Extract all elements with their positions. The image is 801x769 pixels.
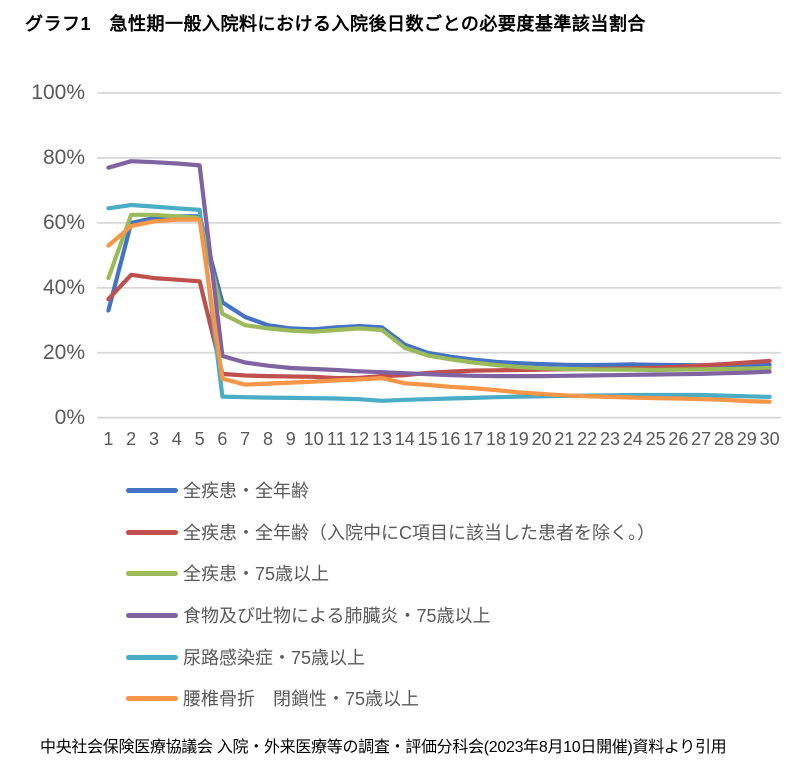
legend-line-swatch [126, 570, 178, 576]
source-citation: 中央社会保険医療協議会 入院・外来医療等の調査・評価分科会(2023年8月10日… [40, 739, 727, 756]
legend-label: 全疾患・75歳以上 [183, 564, 330, 584]
x-axis-label: 5 [194, 429, 205, 449]
x-axis-label: 30 [759, 429, 780, 449]
legend-label: 食物及び吐物による肺臓炎・75歳以上 [183, 606, 491, 626]
legend-line-swatch [126, 654, 178, 660]
series-line-3 [106, 212, 772, 373]
x-axis-label: 23 [599, 429, 621, 449]
x-axis-label: 20 [531, 429, 552, 449]
x-axis-label: 1 [103, 429, 114, 449]
x-axis-label: 10 [303, 429, 324, 449]
x-axis-label: 14 [394, 429, 415, 449]
x-axis-label: 21 [554, 429, 575, 449]
legend-line-swatch [126, 529, 178, 535]
y-axis-label: 60% [42, 210, 85, 234]
line-chart-plot [97, 92, 781, 419]
y-axis-label: 40% [42, 275, 85, 299]
x-axis-label: 7 [240, 429, 251, 449]
y-axis-label: 100% [31, 81, 85, 104]
x-axis-label: 17 [463, 429, 484, 449]
x-axis-label: 28 [713, 429, 735, 449]
legend-item: 食物及び吐物による肺臓炎・75歳以上 [126, 602, 490, 628]
legend-item: 全疾患・全年齢 [126, 477, 309, 503]
legend-item: 尿路感染症・75歳以上 [126, 644, 365, 670]
chart-title: グラフ1 急性期一般入院料における入院後日数ごとの必要度基準該当割合 [25, 14, 646, 34]
legend-line-swatch [126, 612, 178, 618]
legend-item: 腰椎骨折 閉鎖性・75歳以上 [126, 685, 419, 711]
legend-item: 全疾患・75歳以上 [126, 560, 329, 586]
x-axis-label: 3 [148, 429, 159, 449]
series-line-1 [106, 214, 772, 368]
x-axis-label: 18 [485, 429, 507, 449]
x-axis-label: 11 [327, 429, 346, 449]
legend-label: 尿路感染症・75歳以上 [183, 648, 366, 668]
x-axis-label: 24 [622, 429, 643, 449]
x-axis-label: 2 [126, 429, 137, 449]
x-axis-label: 6 [217, 429, 228, 449]
x-axis-label: 4 [171, 429, 182, 449]
series-line-6 [106, 217, 772, 404]
legend-label: 全疾患・全年齢 [183, 481, 309, 501]
legend-line-swatch [126, 695, 178, 701]
legend-line-swatch [126, 487, 178, 493]
series-line-4 [106, 159, 772, 379]
x-axis-label: 27 [691, 429, 712, 449]
x-axis-label: 8 [262, 429, 273, 449]
x-axis-label: 9 [285, 429, 296, 449]
x-axis-label: 26 [668, 429, 689, 449]
legend-label: 全疾患・全年齢（入院中にC項目に該当した患者を除く。） [183, 523, 655, 543]
y-axis-label: 0% [54, 405, 85, 429]
legend-item: 全疾患・全年齢（入院中にC項目に該当した患者を除く。） [126, 519, 655, 545]
x-axis-label: 19 [508, 429, 529, 449]
x-axis-label: 13 [371, 429, 393, 449]
x-axis-label: 29 [736, 429, 757, 449]
y-axis-label: 80% [42, 145, 85, 169]
x-axis-label: 16 [440, 429, 461, 449]
x-axis-label: 25 [645, 429, 666, 449]
x-axis-label: 22 [577, 429, 598, 449]
y-axis-label: 20% [42, 340, 85, 364]
legend-label: 腰椎骨折 閉鎖性・75歳以上 [183, 689, 420, 709]
x-axis-label: 12 [349, 429, 370, 449]
x-axis-label: 15 [417, 429, 438, 449]
